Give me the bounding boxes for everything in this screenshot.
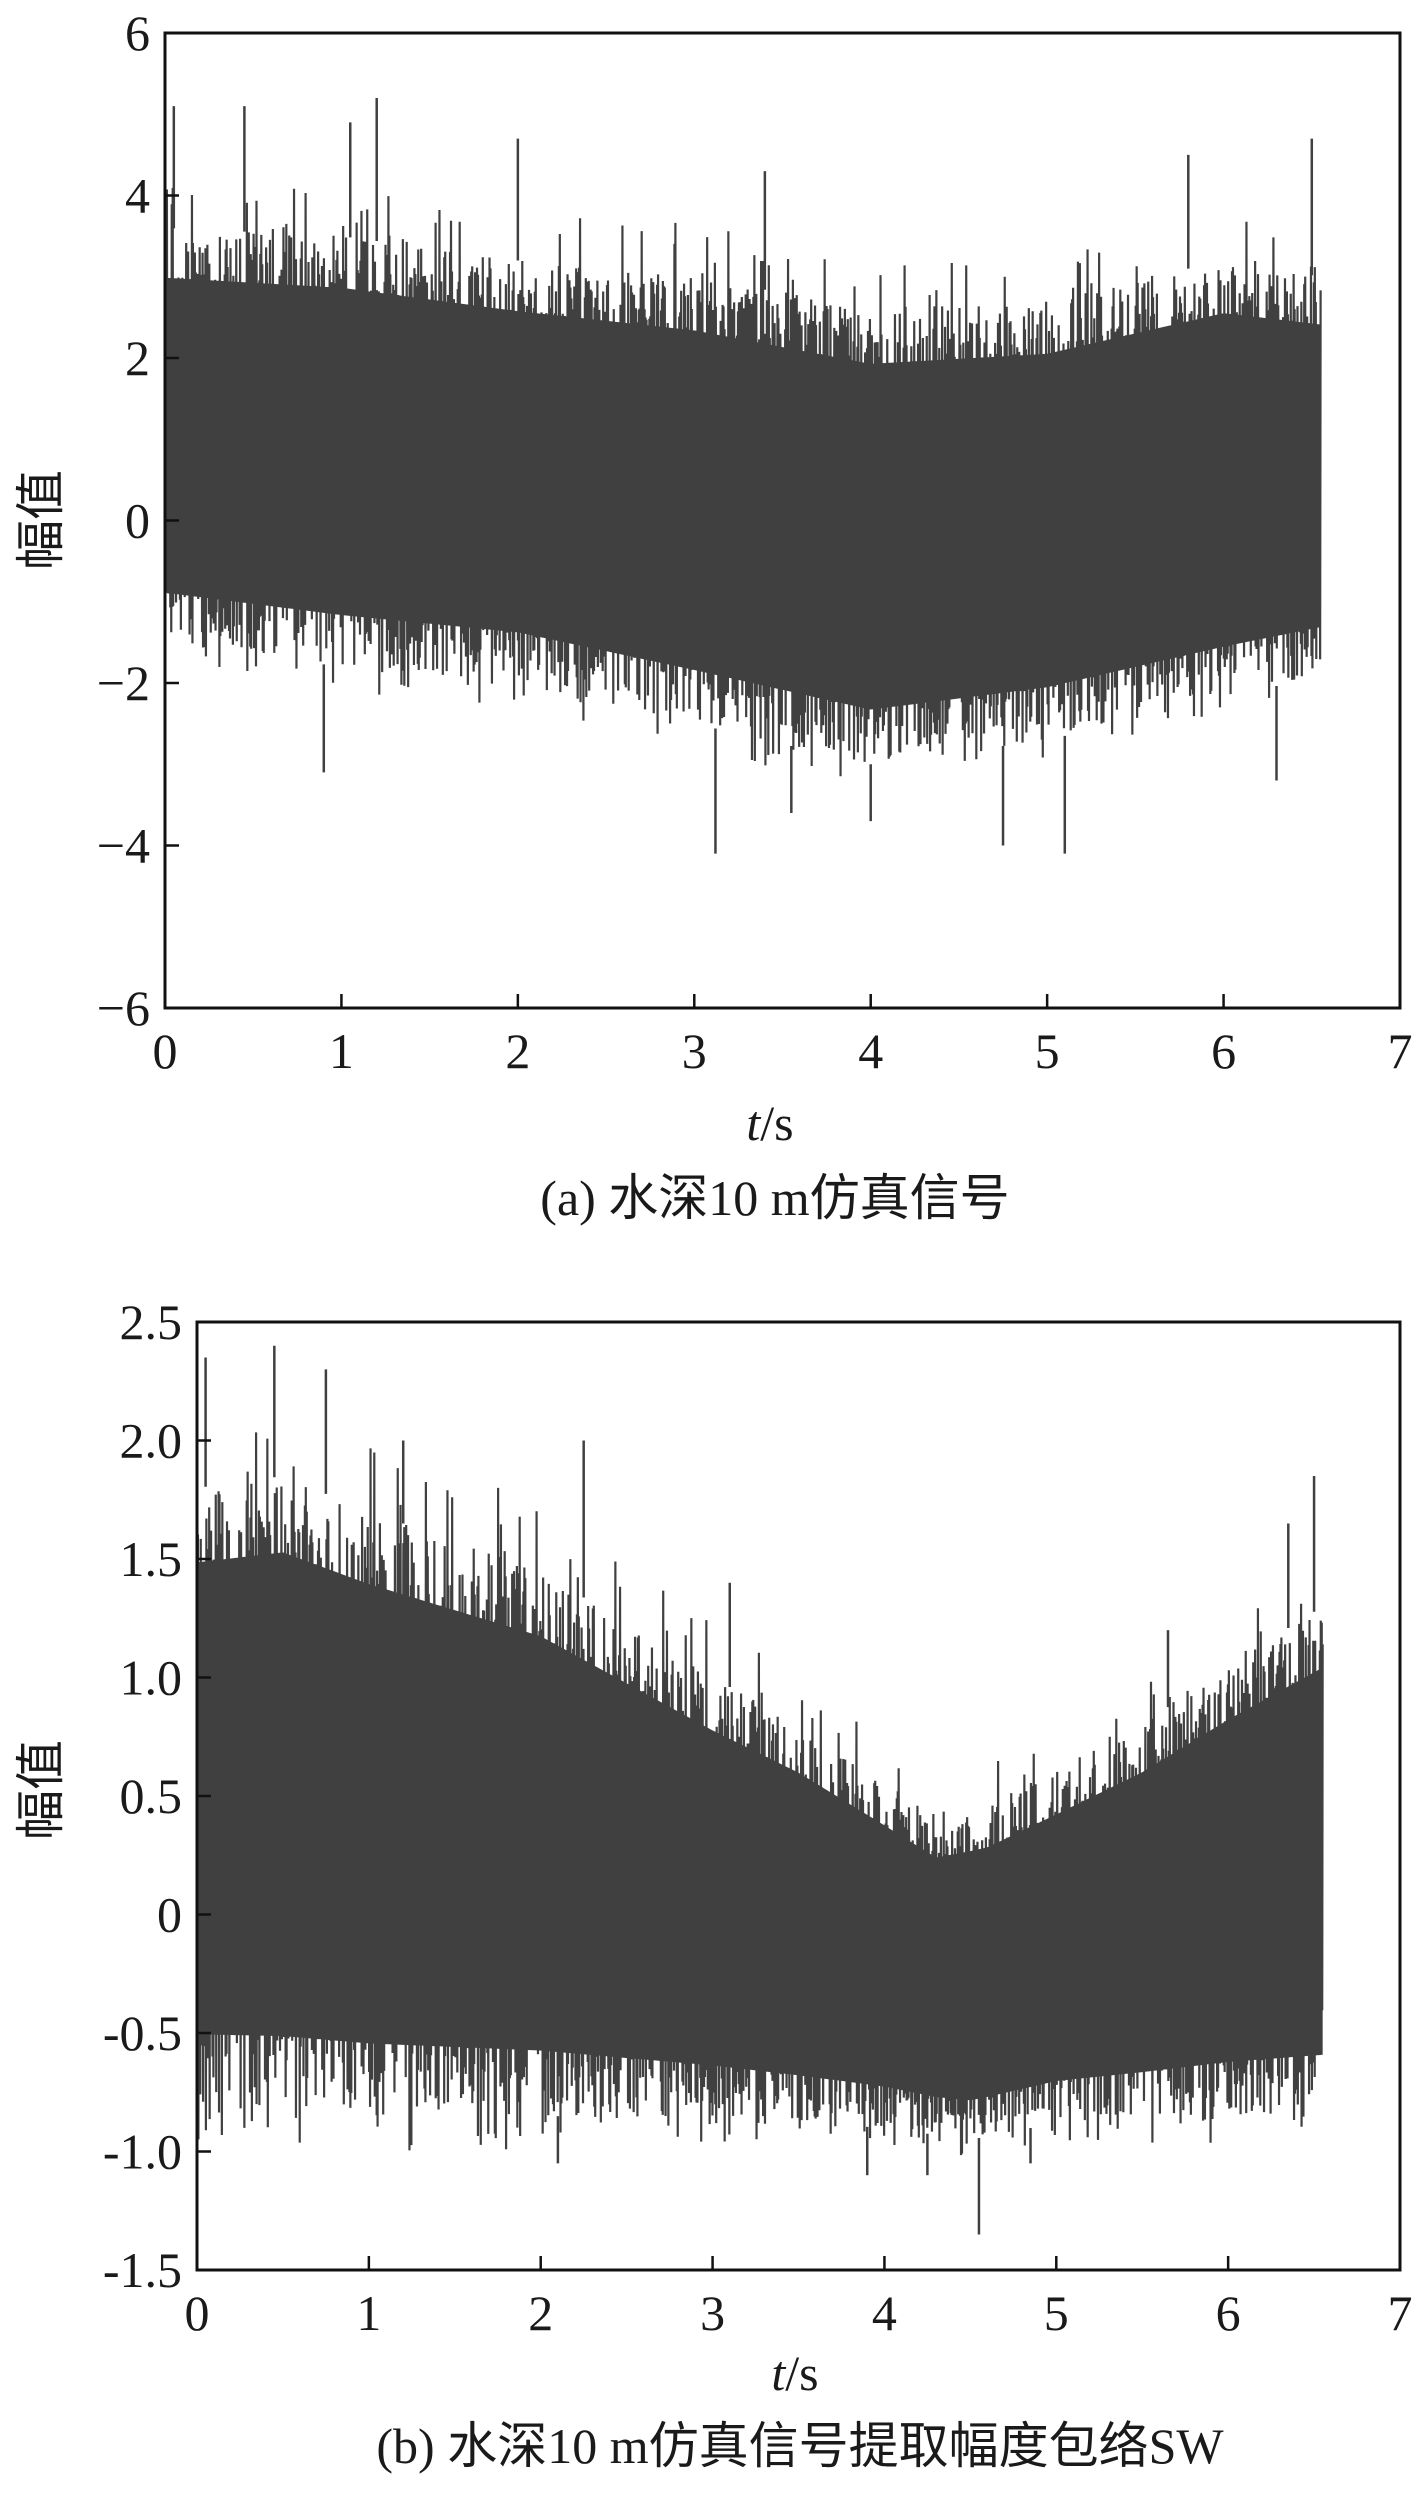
x-tick-label: 7 bbox=[1388, 2285, 1413, 2341]
y-axis-title: 幅值 bbox=[13, 1740, 69, 1840]
x-axis-title-var: t bbox=[771, 2345, 786, 2401]
x-tick-label: 3 bbox=[682, 1023, 707, 1079]
x-tick-label: 1 bbox=[329, 1023, 354, 1079]
y-tick-label: -1.5 bbox=[103, 2242, 182, 2298]
y-tick-label: 2.5 bbox=[120, 1294, 183, 1350]
x-axis-title-unit: /s bbox=[760, 1095, 793, 1151]
x-axis-title: t/s bbox=[771, 2345, 818, 2401]
y-tick-label: 0.5 bbox=[120, 1768, 183, 1824]
figure-b: 0 1 2 3 4 5 6 7 -1.5 -1.0 -0.5 0 0.5 1.0 1.5 2.0 2.5 t/s 幅… bbox=[0, 1250, 1417, 2504]
x-axis-title-unit: /s bbox=[785, 2345, 818, 2401]
x-tick-label: 2 bbox=[528, 2285, 553, 2341]
x-tick-label: 7 bbox=[1388, 1023, 1413, 1079]
chart-a: 0 1 2 3 4 5 6 7 −6 −4 −2 0 2 4 6 t/s 幅值 (a) 水深10 m仿真信号 bbox=[13, 5, 1413, 1226]
y-tick-label: −6 bbox=[97, 980, 150, 1036]
x-tick-label: 4 bbox=[872, 2285, 897, 2341]
x-tick-label: 4 bbox=[858, 1023, 883, 1079]
y-tick-label: 2 bbox=[125, 330, 150, 386]
y-tick-label: 1.5 bbox=[120, 1531, 183, 1587]
chart-caption: (b) 水深10 m仿真信号提取幅度包络SW bbox=[376, 2418, 1224, 2474]
y-tick-label: 0 bbox=[157, 1887, 182, 1943]
signal-band bbox=[165, 277, 1321, 710]
y-tick-label: 1.0 bbox=[120, 1650, 183, 1706]
chart-b: 0 1 2 3 4 5 6 7 -1.5 -1.0 -0.5 0 0.5 1.0 1.5 2.0 2.5 t/s 幅… bbox=[13, 1294, 1413, 2474]
signal-band bbox=[197, 1552, 1323, 2101]
y-tick-label: −2 bbox=[97, 655, 150, 711]
figure-a: 0 1 2 3 4 5 6 7 −6 −4 −2 0 2 4 6 t/s 幅值 (a) 水深10 m仿真信号 bbox=[0, 0, 1417, 1250]
y-tick-label: 2.0 bbox=[120, 1413, 183, 1469]
y-tick-label: -0.5 bbox=[103, 2005, 182, 2061]
chart-caption: (a) 水深10 m仿真信号 bbox=[540, 1170, 1009, 1226]
y-tick-label: 6 bbox=[125, 5, 150, 61]
x-axis-title-var: t bbox=[746, 1095, 761, 1151]
x-tick-label: 3 bbox=[700, 2285, 725, 2341]
x-tick-label: 6 bbox=[1216, 2285, 1241, 2341]
y-axis-title: 幅值 bbox=[13, 470, 69, 570]
x-tick-label: 2 bbox=[505, 1023, 530, 1079]
x-tick-label: 5 bbox=[1044, 2285, 1069, 2341]
y-tick-label: -1.0 bbox=[103, 2124, 182, 2180]
x-tick-label: 1 bbox=[356, 2285, 381, 2341]
x-tick-label: 0 bbox=[153, 1023, 178, 1079]
y-tick-label: −4 bbox=[97, 818, 150, 874]
x-tick-label: 5 bbox=[1035, 1023, 1060, 1079]
x-tick-label: 0 bbox=[185, 2285, 210, 2341]
x-axis-title: t/s bbox=[746, 1095, 793, 1151]
y-tick-label: 0 bbox=[125, 493, 150, 549]
y-tick-label: 4 bbox=[125, 168, 150, 224]
x-tick-label: 6 bbox=[1211, 1023, 1236, 1079]
